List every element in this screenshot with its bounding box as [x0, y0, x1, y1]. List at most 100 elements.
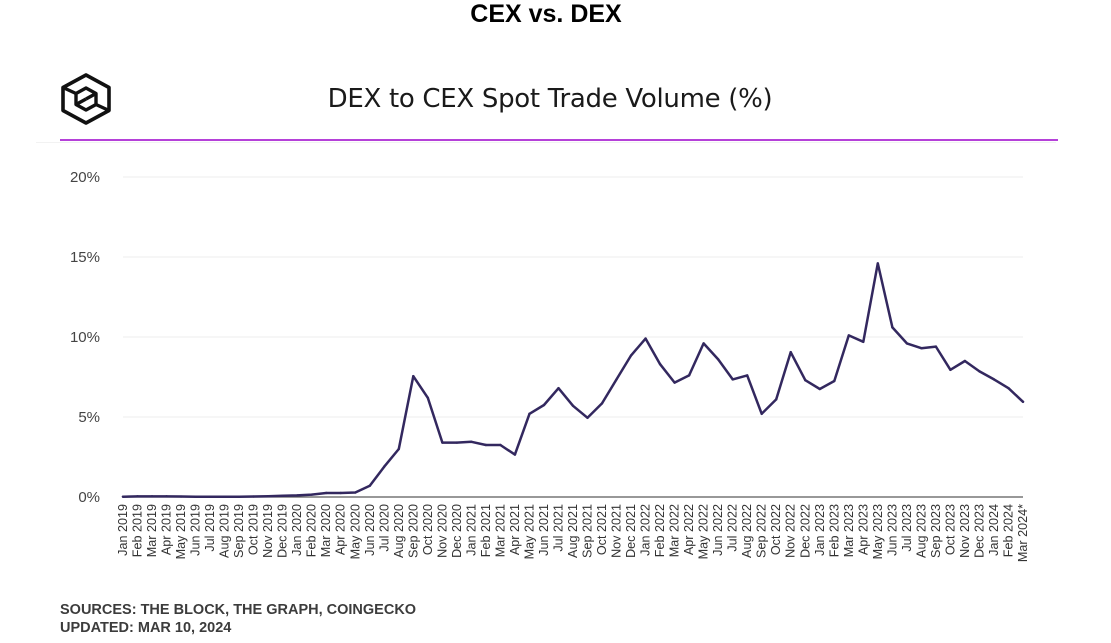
data-point	[513, 453, 517, 456]
x-tick-label: Apr 2019	[160, 504, 174, 555]
data-point	[891, 326, 894, 329]
data-point	[1021, 400, 1025, 403]
data-point	[847, 334, 851, 337]
data-point	[455, 441, 459, 444]
y-tick-label: 10%	[70, 329, 100, 346]
x-tick-label: Nov 2020	[435, 504, 449, 558]
data-point	[136, 495, 139, 498]
data-point	[804, 379, 807, 382]
x-tick-label: Feb 2019	[131, 504, 145, 557]
page-title: CEX vs. DEX	[470, 0, 622, 28]
x-tick-label: Aug 2021	[566, 504, 580, 558]
x-tick-label: Aug 2019	[218, 504, 232, 558]
data-point	[775, 398, 778, 401]
data-point	[354, 491, 357, 494]
data-point	[557, 387, 560, 390]
data-point	[208, 495, 212, 498]
x-tick-label: Dec 2022	[798, 504, 812, 558]
x-tick-label: Oct 2020	[421, 504, 435, 555]
x-tick-label: Feb 2023	[827, 504, 841, 557]
data-point	[731, 378, 734, 381]
x-tick-label: May 2021	[522, 504, 536, 559]
data-point	[150, 495, 154, 498]
data-point	[223, 495, 226, 498]
data-point	[978, 370, 981, 373]
data-point	[470, 440, 473, 443]
data-point	[949, 368, 952, 371]
x-tick-label: Oct 2021	[595, 504, 609, 555]
x-tick-label: May 2020	[348, 504, 362, 559]
x-tick-label: Sep 2021	[581, 504, 595, 558]
x-tick-label: May 2019	[174, 504, 188, 559]
data-point	[281, 494, 284, 497]
data-point	[673, 381, 676, 384]
data-point	[615, 378, 618, 381]
data-point	[542, 403, 546, 407]
data-point	[745, 374, 749, 377]
updated-text: UPDATED: MAR 10, 2024	[60, 620, 232, 636]
x-tick-label: Mar 2022	[668, 504, 682, 557]
data-point	[658, 363, 662, 366]
x-tick-label: Jan 2023	[813, 504, 827, 556]
y-tick-label: 5%	[78, 409, 100, 426]
x-tick-label: Nov 2019	[261, 504, 275, 558]
data-point	[310, 493, 313, 496]
x-tick-label: Mar 2021	[493, 504, 507, 557]
x-tick-label: Aug 2020	[392, 504, 406, 558]
x-tick-label: Jan 2019	[116, 504, 130, 556]
sources-footer: SOURCES: THE BLOCK, THE GRAPH, COINGECKO…	[60, 601, 416, 637]
y-tick-label: 20%	[70, 169, 100, 186]
x-tick-label: Dec 2021	[624, 504, 638, 558]
x-tick-label: Feb 2024	[1001, 504, 1015, 557]
data-point	[687, 374, 691, 377]
data-point	[252, 495, 255, 498]
x-tick-label: Jun 2021	[537, 504, 551, 556]
x-tick-label: May 2023	[871, 504, 885, 559]
y-tick-label: 0%	[78, 489, 100, 506]
x-tick-label: Nov 2022	[784, 504, 798, 558]
data-point	[499, 443, 502, 447]
x-tick-label: Jun 2020	[363, 504, 377, 556]
data-point	[716, 358, 720, 361]
chart-title: DEX to CEX Spot Trade Volume (%)	[327, 84, 773, 114]
data-point	[644, 337, 647, 340]
x-tick-label: Dec 2020	[450, 504, 464, 558]
x-tick-label: Dec 2019	[276, 504, 290, 558]
x-tick-label: Aug 2022	[740, 504, 754, 558]
x-tick-label: Mar 2020	[319, 504, 333, 557]
data-point	[862, 340, 865, 343]
data-point	[295, 494, 299, 497]
data-point	[905, 342, 909, 345]
data-point	[528, 412, 531, 415]
x-tick-label: Apr 2021	[508, 504, 522, 555]
x-tick-label: Jun 2019	[189, 504, 203, 556]
x-tick-label: Jul 2023	[900, 504, 914, 552]
data-point	[339, 491, 342, 495]
data-point	[571, 404, 575, 407]
the-block-logo-icon	[60, 72, 112, 126]
data-point	[426, 396, 430, 399]
x-tick-label: Apr 2022	[682, 504, 696, 555]
x-tick-label: Feb 2021	[479, 504, 493, 557]
x-tick-label: Mar 2019	[145, 504, 159, 557]
x-tick-label: Sep 2019	[232, 504, 246, 558]
data-point	[325, 491, 328, 495]
title-divider-shadow	[36, 142, 1056, 143]
x-tick-label: Oct 2019	[247, 504, 261, 555]
x-tick-label: Jul 2022	[726, 504, 740, 552]
x-tick-label: Jul 2021	[551, 504, 565, 552]
x-tick-label: Dec 2023	[972, 504, 986, 558]
data-point	[833, 379, 836, 383]
data-point	[237, 495, 241, 498]
data-point	[441, 441, 444, 444]
x-tick-label: Nov 2021	[610, 504, 624, 558]
data-point	[818, 387, 821, 391]
x-tick-label: Mar 2023	[842, 504, 856, 557]
data-point	[194, 495, 197, 498]
x-tick-label: Jan 2020	[290, 504, 304, 556]
data-point	[397, 447, 401, 451]
x-tick-label: Sep 2023	[929, 504, 943, 558]
x-tick-label: Jan 2021	[464, 504, 478, 556]
x-tick-label: Jan 2022	[639, 504, 653, 556]
y-tick-label: 15%	[70, 249, 100, 266]
